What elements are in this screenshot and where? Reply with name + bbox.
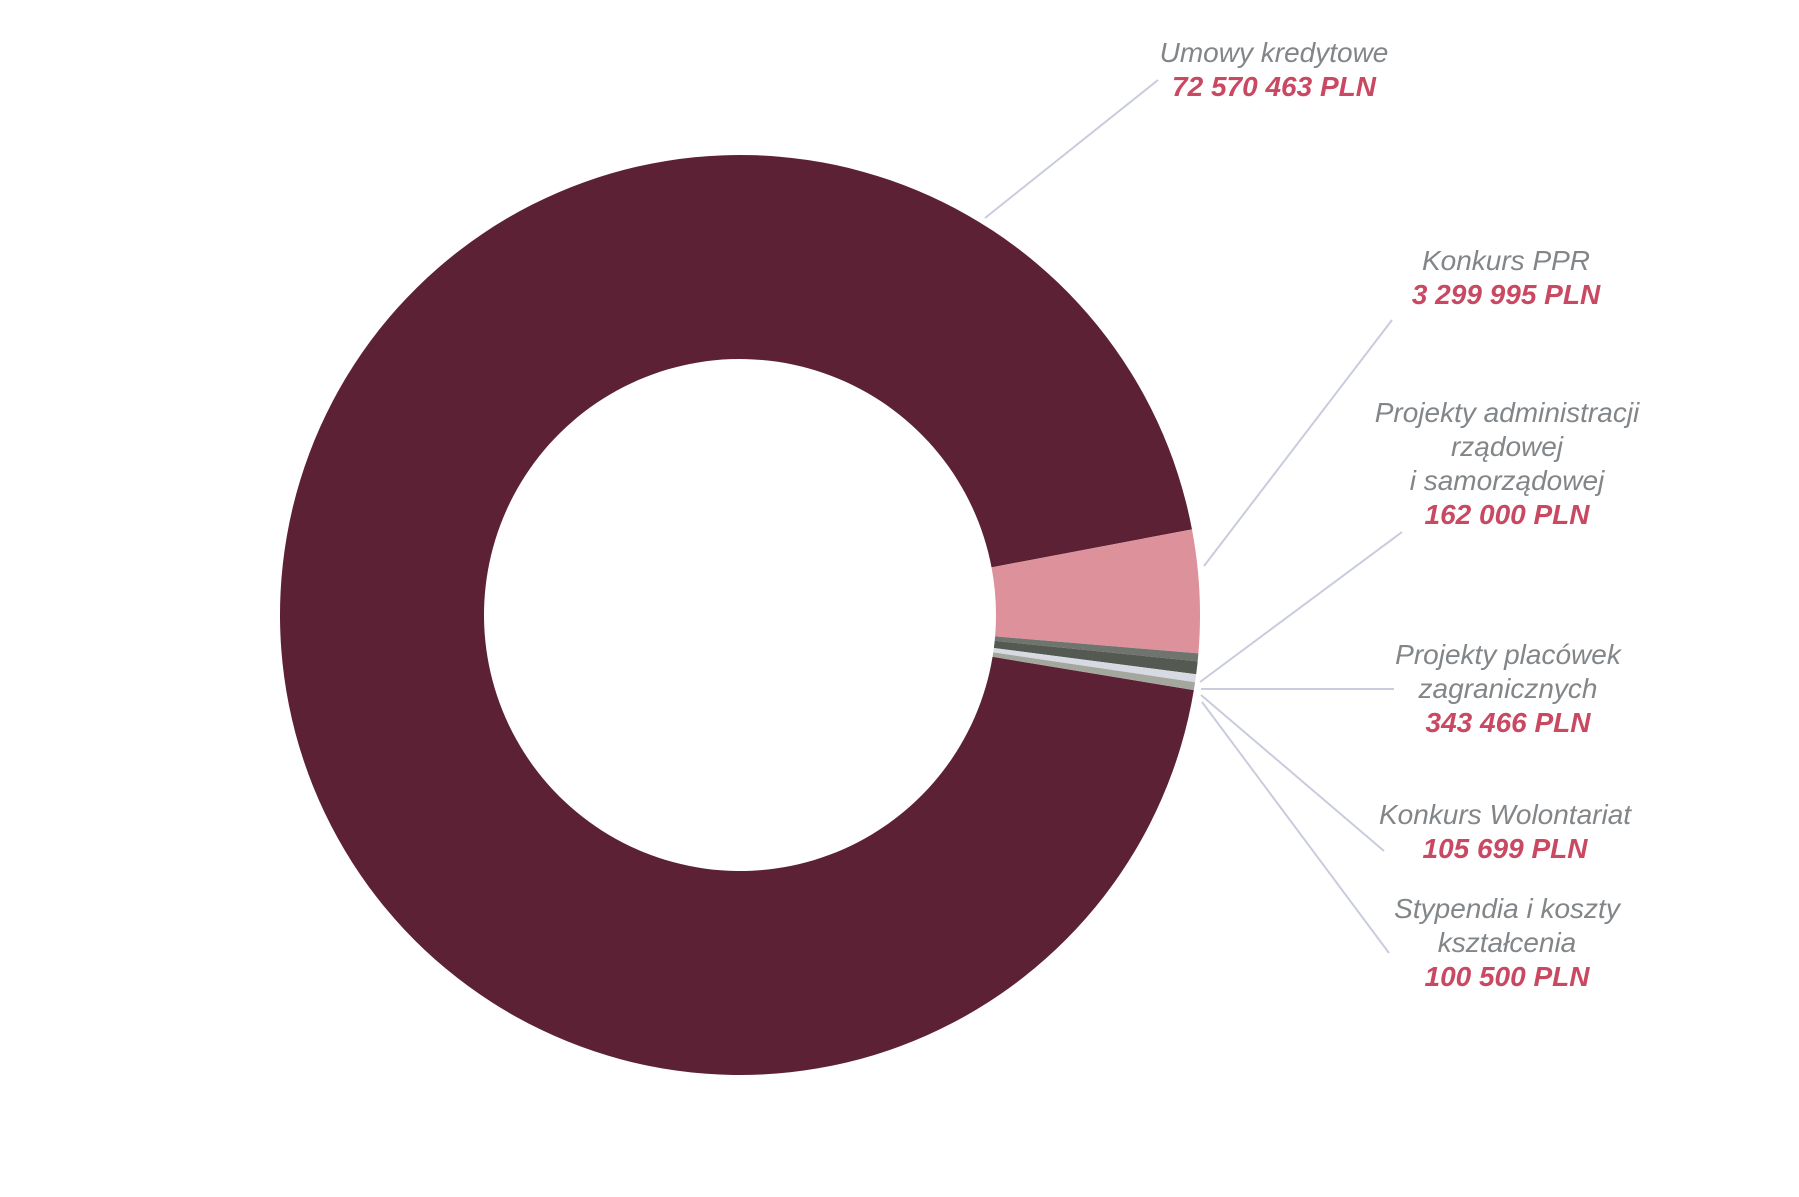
- slice-label-name: Projekty administracji: [1374, 397, 1640, 428]
- leader-line-konkurs-wolontariat: [1200, 694, 1385, 852]
- callout-label-umowy-kredytowe: Umowy kredytowe 72 570 463 PLN: [1160, 36, 1389, 104]
- donut-slice-projekty-placowek-zagranicznych: [993, 640, 1198, 675]
- callout-label-konkurs-ppr: Konkurs PPR 3 299 995 PLN: [1412, 244, 1600, 312]
- leader-line-konkurs-ppr: [1203, 319, 1393, 567]
- slice-label-value: 72 570 463 PLN: [1172, 71, 1376, 102]
- slice-label-name: Konkurs PPR: [1421, 245, 1591, 276]
- slice-label-name: i samorządowej: [1409, 465, 1605, 496]
- donut-slice-projekty-administracji-rzadowej-i-samorzadowej: [994, 636, 1199, 662]
- slice-label-name: Konkurs Wolontariat: [1378, 799, 1632, 830]
- donut-slice-stypendia-i-koszty-ksztalcenia: [992, 652, 1196, 691]
- slice-label-value: 105 699 PLN: [1422, 833, 1588, 864]
- donut-slice-konkurs-wolontariat: [993, 647, 1197, 683]
- slice-label-value: 343 466 PLN: [1425, 707, 1591, 738]
- leader-line-umowy-kredytowe: [984, 79, 1159, 219]
- callout-label-projekty-placowek-zagranicznych: Projekty placówek zagranicznych 343 466 PL…: [1395, 638, 1621, 740]
- callout-label-konkurs-wolontariat: Konkurs Wolontariat 105 699 PLN: [1379, 798, 1631, 866]
- callout-label-stypendia-i-koszty-ksztalcenia: Stypendia i koszty kształcenia 100 500 PLN: [1394, 892, 1620, 994]
- slice-label-name: Projekty placówek: [1395, 639, 1621, 670]
- leader-line-projekty-administracji-rzadowej-i-samorzadowej: [1199, 531, 1403, 683]
- slice-label-value: 162 000 PLN: [1424, 499, 1590, 530]
- slice-label-name: Stypendia i koszty: [1394, 893, 1620, 924]
- slice-label-value: 100 500 PLN: [1424, 961, 1590, 992]
- donut-slice-umowy-kredytowe: [280, 154, 1194, 1075]
- donut-slice-konkurs-ppr: [991, 529, 1200, 654]
- slice-label-name: zagranicznych: [1418, 673, 1598, 704]
- slice-label-name: rządowej: [1450, 431, 1564, 462]
- slice-label-value: 3 299 995 PLN: [1411, 279, 1601, 310]
- slice-label-name: kształcenia: [1437, 927, 1577, 958]
- leader-line-stypendia-i-koszty-ksztalcenia: [1201, 701, 1390, 954]
- slice-label-name: Umowy kredytowe: [1159, 37, 1389, 68]
- callout-label-projekty-administracji-rzadowej-i-samorzadowej: Projekty administracji rządowej i samorząd…: [1375, 396, 1640, 532]
